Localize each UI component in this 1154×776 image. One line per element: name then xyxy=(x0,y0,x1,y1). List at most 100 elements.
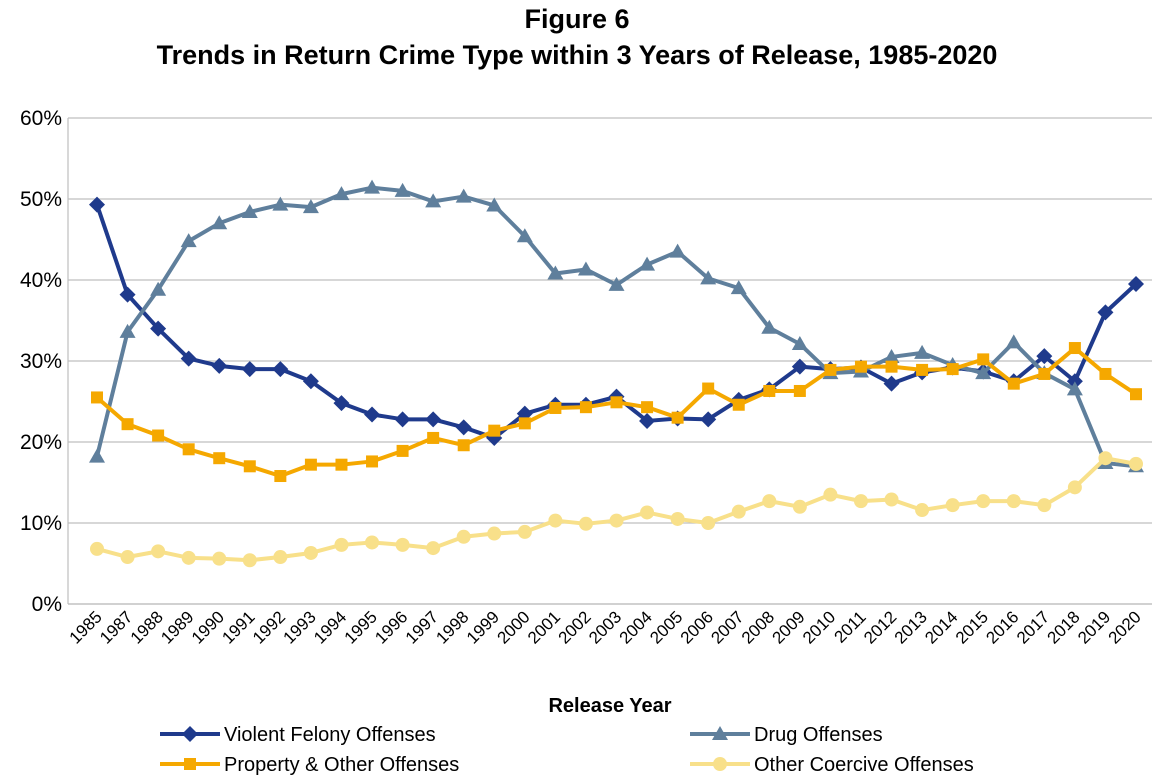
marker xyxy=(182,443,195,456)
series-line xyxy=(96,456,1137,563)
marker xyxy=(211,215,228,230)
marker xyxy=(1006,494,1021,509)
marker xyxy=(91,391,103,404)
x-tick-label: 1995 xyxy=(341,607,381,647)
marker xyxy=(364,179,381,194)
marker xyxy=(915,503,930,518)
marker xyxy=(150,320,167,337)
x-tick-label: 2018 xyxy=(1044,607,1084,647)
marker xyxy=(364,406,381,423)
marker xyxy=(669,243,686,258)
chart-title: Figure 6 xyxy=(524,4,629,34)
marker xyxy=(333,186,350,201)
marker xyxy=(425,193,442,208)
marker xyxy=(885,360,898,373)
x-tick-label: 1985 xyxy=(66,607,106,647)
x-tick-label: 1993 xyxy=(280,607,320,647)
marker xyxy=(365,535,380,550)
x-tick-label: 1994 xyxy=(310,607,350,647)
x-tick-label: 1997 xyxy=(402,607,442,647)
marker xyxy=(121,418,134,431)
x-tick-label: 2016 xyxy=(982,607,1022,647)
x-tick-label: 2003 xyxy=(585,607,625,647)
marker xyxy=(486,197,503,212)
marker xyxy=(945,498,960,513)
marker xyxy=(577,261,594,276)
x-tick-label: 1996 xyxy=(371,607,411,647)
marker xyxy=(273,550,288,565)
marker xyxy=(394,182,411,197)
series-line xyxy=(95,185,1137,469)
marker xyxy=(792,499,807,514)
legend-label: Drug Offenses xyxy=(754,724,883,746)
x-tick-label: 1998 xyxy=(432,607,472,647)
marker xyxy=(488,424,501,437)
marker xyxy=(180,233,197,248)
marker xyxy=(1097,304,1114,321)
marker xyxy=(304,458,317,471)
marker xyxy=(1005,334,1022,349)
marker xyxy=(395,537,410,552)
marker xyxy=(854,360,867,373)
marker xyxy=(335,458,348,471)
marker xyxy=(211,357,228,374)
marker xyxy=(516,228,533,243)
marker xyxy=(1067,480,1082,495)
y-tick-label: 50% xyxy=(20,188,62,211)
marker xyxy=(791,335,808,350)
x-tick-label: 2013 xyxy=(891,607,931,647)
marker xyxy=(487,526,502,541)
marker xyxy=(89,448,105,463)
marker xyxy=(333,395,350,412)
marker xyxy=(608,276,625,291)
marker xyxy=(731,504,746,519)
marker xyxy=(456,529,471,544)
marker xyxy=(823,487,838,502)
marker xyxy=(639,412,656,429)
marker xyxy=(976,494,991,509)
marker xyxy=(1129,456,1143,471)
marker xyxy=(120,550,135,565)
x-tick-label: 2012 xyxy=(860,607,900,647)
x-tick-label: 1987 xyxy=(96,607,136,647)
y-tick-label: 60% xyxy=(20,107,62,130)
marker xyxy=(302,199,319,214)
x-tick-label: 2020 xyxy=(1105,607,1145,647)
marker xyxy=(549,401,562,414)
marker xyxy=(884,492,899,507)
y-tick-label: 40% xyxy=(20,269,62,292)
x-tick-label: 2007 xyxy=(707,607,747,647)
marker xyxy=(548,513,563,528)
x-tick-label: 1999 xyxy=(463,607,503,647)
marker xyxy=(1130,388,1142,401)
marker xyxy=(302,373,319,390)
y-tick-label: 0% xyxy=(32,593,62,616)
chart-subtitle: Trends in Return Crime Type within 3 Yea… xyxy=(157,40,998,70)
marker xyxy=(1068,342,1081,355)
marker xyxy=(914,344,931,359)
marker xyxy=(977,353,990,366)
x-tick-label: 1992 xyxy=(249,607,289,647)
y-tick-label: 20% xyxy=(20,431,62,454)
marker xyxy=(700,411,717,428)
x-tick-label: 1991 xyxy=(218,607,258,647)
marker xyxy=(883,348,900,363)
x-tick-label: 2004 xyxy=(616,607,656,647)
marker xyxy=(609,513,624,528)
marker xyxy=(180,350,197,367)
marker xyxy=(713,757,727,771)
marker xyxy=(243,460,256,473)
marker xyxy=(791,358,808,375)
marker xyxy=(883,375,900,392)
marker xyxy=(89,196,105,213)
marker xyxy=(1007,377,1020,390)
x-tick-label: 2008 xyxy=(738,607,778,647)
marker xyxy=(425,411,442,428)
marker xyxy=(457,439,470,452)
y-tick-label: 30% xyxy=(20,350,62,373)
marker xyxy=(732,398,745,411)
marker xyxy=(761,319,778,334)
marker xyxy=(455,188,472,203)
marker xyxy=(455,419,472,436)
marker xyxy=(518,417,531,430)
